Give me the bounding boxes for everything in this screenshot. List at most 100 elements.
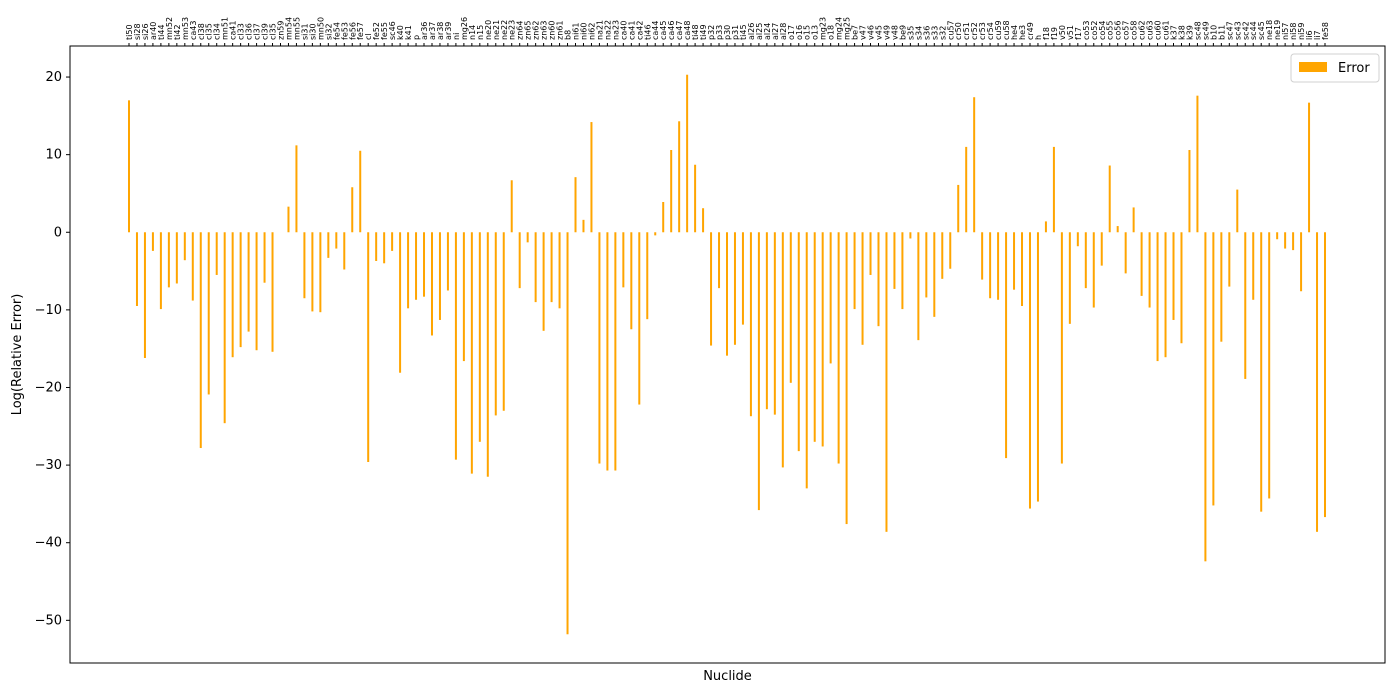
bar-8 bbox=[191, 232, 194, 301]
x-tick-label: s33 bbox=[930, 26, 939, 40]
legend: Error bbox=[1290, 53, 1380, 83]
bar-148 bbox=[1308, 102, 1311, 233]
bar-133 bbox=[1188, 150, 1191, 233]
x-tick-label: fe53 bbox=[340, 22, 349, 40]
x-tick-label: sc43 bbox=[1233, 21, 1242, 40]
x-tick-label: n14 bbox=[468, 25, 477, 40]
bar-109 bbox=[997, 232, 1000, 300]
x-tick-label: h bbox=[1034, 35, 1043, 40]
bar-83 bbox=[789, 232, 792, 383]
x-tick-label: cl39 bbox=[261, 23, 270, 40]
x-tick-label: s36 bbox=[922, 26, 931, 40]
bar-93 bbox=[869, 232, 872, 275]
bar-43 bbox=[470, 232, 473, 474]
bar-55 bbox=[566, 232, 569, 635]
x-tick-label: f19 bbox=[1050, 27, 1059, 40]
bar-36 bbox=[415, 232, 418, 300]
bars-group bbox=[128, 74, 1326, 635]
x-tick-label: ni61 bbox=[572, 23, 581, 40]
bar-46 bbox=[494, 232, 497, 416]
x-tick-label: cr53 bbox=[978, 22, 987, 40]
bar-60 bbox=[606, 232, 609, 471]
bar-56 bbox=[574, 177, 577, 233]
x-tick-label: mn50 bbox=[316, 17, 325, 40]
x-tick-label: k40 bbox=[396, 25, 405, 40]
bar-39 bbox=[438, 232, 441, 320]
bar-87 bbox=[821, 232, 824, 447]
x-tick-label: sc45 bbox=[1257, 21, 1266, 40]
x-tick-label: ti44 bbox=[157, 24, 166, 40]
x-tick-label: fe52 bbox=[372, 22, 381, 40]
x-tick-label: fe55 bbox=[380, 22, 389, 40]
x-tick-label: cl bbox=[364, 33, 373, 40]
x-tick-label: cl34 bbox=[213, 23, 222, 40]
x-tick-label: ar38 bbox=[436, 22, 445, 40]
x-tick-label: be9 bbox=[898, 25, 907, 40]
x-tick-label: na23 bbox=[611, 20, 620, 40]
x-tick-label: sc49 bbox=[1201, 21, 1210, 40]
bar-37 bbox=[423, 232, 426, 297]
bar-137 bbox=[1220, 232, 1223, 342]
bar-97 bbox=[901, 232, 904, 310]
x-tick-label: ni58 bbox=[1289, 23, 1298, 40]
bar-96 bbox=[893, 232, 896, 289]
x-tick-label: o13 bbox=[811, 25, 820, 40]
x-tick-label: b11 bbox=[1217, 25, 1226, 40]
bar-28 bbox=[351, 187, 354, 233]
x-tick-label: al24 bbox=[763, 23, 772, 40]
bar-86 bbox=[813, 232, 816, 442]
bar-5 bbox=[167, 232, 170, 288]
bar-9 bbox=[199, 232, 202, 449]
x-tick-label: ar37 bbox=[428, 22, 437, 40]
x-tick-label: si32 bbox=[324, 23, 333, 40]
x-tick-label: v51 bbox=[1066, 25, 1075, 40]
x-tick-label: fe56 bbox=[348, 22, 357, 40]
bar-141 bbox=[1252, 232, 1255, 300]
bar-122 bbox=[1100, 232, 1103, 266]
bar-20 bbox=[287, 206, 290, 233]
legend-label: Error bbox=[1338, 61, 1370, 76]
bar-53 bbox=[550, 232, 553, 303]
bar-3 bbox=[151, 232, 154, 251]
x-tick-label: ar39 bbox=[444, 22, 453, 40]
bar-40 bbox=[446, 232, 449, 291]
x-tick-label: ni62 bbox=[587, 23, 596, 40]
x-tick-label: v50 bbox=[1058, 25, 1067, 40]
x-tick-label: cr49 bbox=[1026, 22, 1035, 40]
x-tick-label: f17 bbox=[1074, 27, 1083, 40]
x-tick-label: ti48 bbox=[691, 24, 700, 40]
bar-76 bbox=[733, 232, 736, 345]
x-tick-label: ti49 bbox=[699, 24, 708, 40]
x-tick-label: ca48 bbox=[683, 21, 692, 40]
x-tick-label: ca44 bbox=[651, 21, 660, 40]
x-tick-label: sc48 bbox=[1193, 21, 1202, 40]
x-tick-label: ca41 bbox=[229, 21, 238, 40]
x-tick-label: ne18 bbox=[1265, 20, 1274, 40]
bar-11 bbox=[215, 232, 218, 275]
bar-29 bbox=[359, 150, 362, 233]
bar-106 bbox=[973, 97, 976, 233]
bar-113 bbox=[1028, 232, 1031, 509]
bar-127 bbox=[1140, 232, 1143, 296]
x-tick-label: s32 bbox=[938, 26, 947, 40]
bar-61 bbox=[614, 232, 617, 471]
x-tick-label: cr50 bbox=[954, 22, 963, 40]
bar-57 bbox=[582, 219, 585, 233]
plot-frame bbox=[69, 45, 1386, 664]
bar-66 bbox=[654, 232, 657, 236]
x-tick-label: f18 bbox=[1042, 27, 1051, 40]
bar-129 bbox=[1156, 232, 1159, 362]
bar-54 bbox=[558, 232, 561, 309]
x-tick-label: ca43 bbox=[189, 21, 198, 40]
bar-107 bbox=[981, 232, 984, 280]
x-tick-label: mn53 bbox=[181, 17, 190, 40]
bar-88 bbox=[829, 232, 832, 364]
x-tick-label: o15 bbox=[803, 25, 812, 40]
x-tick-label: si26 bbox=[141, 23, 150, 40]
x-tick-label: mg24 bbox=[835, 17, 844, 40]
bar-73 bbox=[710, 232, 713, 346]
x-tick-label: o18 bbox=[827, 25, 836, 40]
x-tick-label: ne21 bbox=[492, 20, 501, 40]
x-tick-label: ti42 bbox=[173, 24, 182, 40]
